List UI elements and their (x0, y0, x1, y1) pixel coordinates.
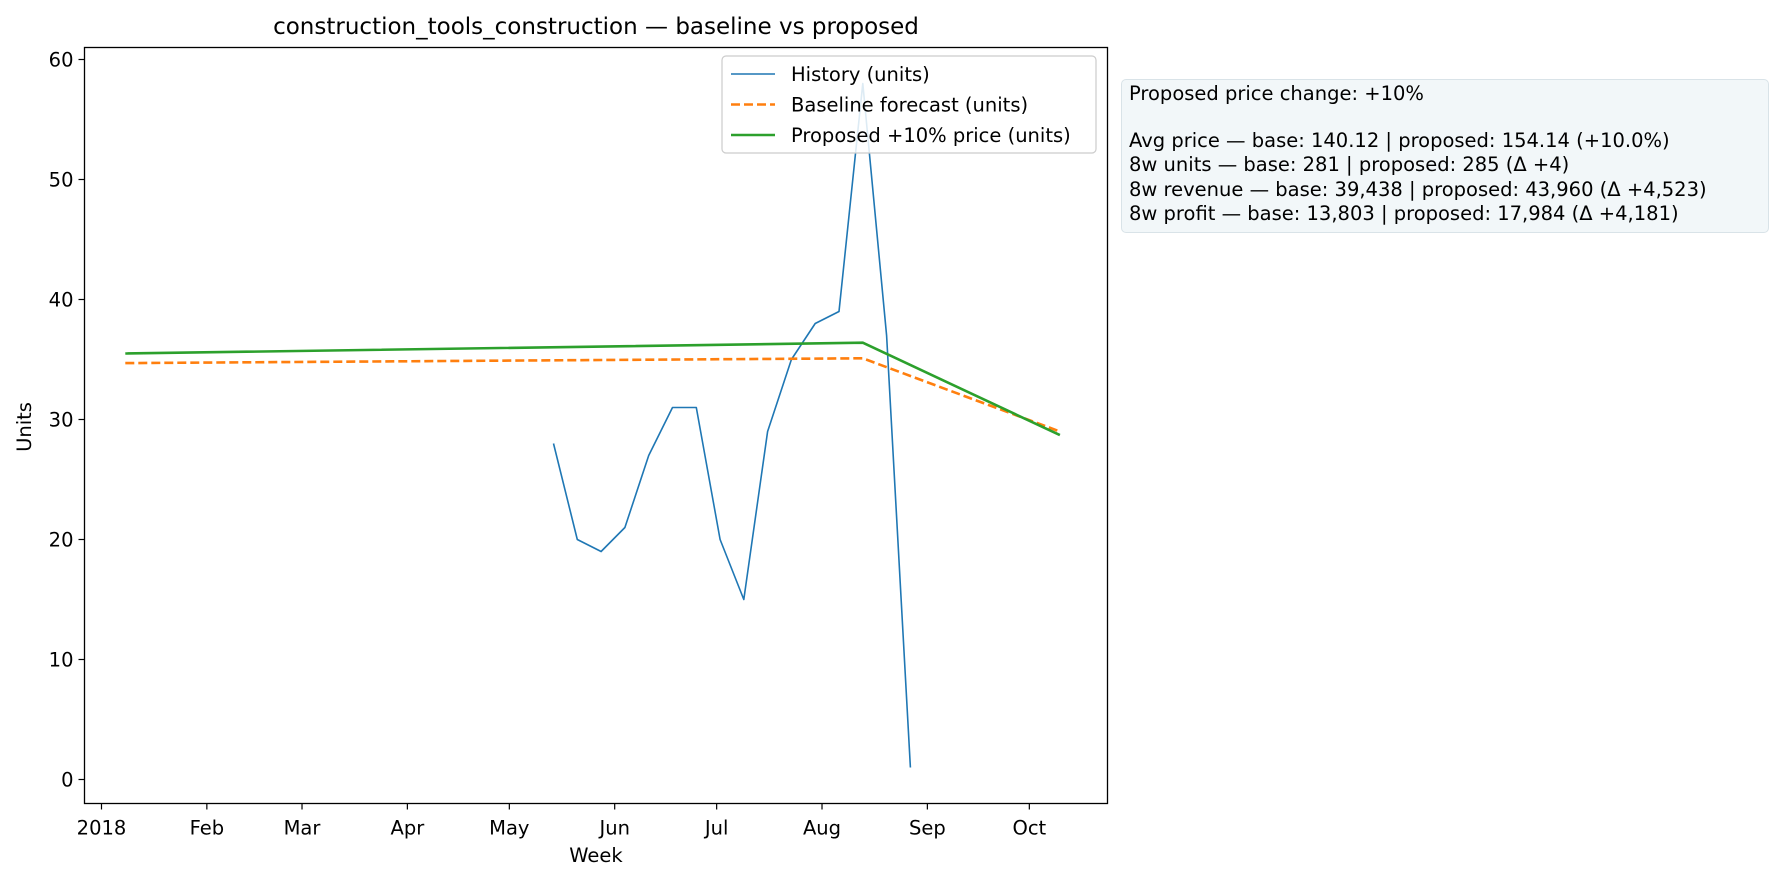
legend-frame (721, 55, 1097, 154)
pricing-summary-box: Proposed price change: +10% Avg price — … (1121, 79, 1769, 233)
x-tick-label: 2018 (77, 817, 127, 840)
summary-units: 8w units — base: 281 | proposed: 285 (Δ … (1129, 153, 1570, 176)
summary-spacer (1129, 107, 1761, 129)
axis-ticks: 0 10 20 30 40 50 60 2018 Feb Mar Apr May Jun Jul Aug Se… (49, 49, 1047, 840)
y-tick-label: 20 (49, 529, 74, 552)
y-tick-label: 10 (49, 649, 74, 672)
plot-frame (83, 46, 1109, 805)
summary-revenue: 8w revenue — base: 39,438 | proposed: 43… (1129, 177, 1707, 201)
series-line-1 (552, 82, 912, 768)
x-tick-label: Jul (703, 817, 729, 840)
x-tick-label: May (489, 817, 529, 840)
legend-label-1: History (units) (791, 63, 930, 86)
x-tick-label: Oct (1012, 817, 1046, 840)
x-tick-label: Apr (390, 817, 425, 840)
legend-label-2: Baseline forecast (units) (791, 94, 1028, 117)
x-tick-label: Jun (597, 817, 629, 840)
x-axis-label: Week (569, 844, 623, 867)
y-axis-label: Units (13, 402, 36, 452)
summary-profit: 8w profit — base: 13,803 | proposed: 17,… (1129, 202, 1679, 225)
series-line-3 (125, 341, 1061, 437)
y-tick-label: 0 (61, 769, 73, 792)
x-tick-label: Sep (909, 817, 946, 840)
series-line-2 (125, 356, 1061, 433)
legend-label-3: Proposed +10% price (units) (791, 124, 1071, 147)
summary-avg-price: Avg price — base: 140.12 | proposed: 154… (1129, 128, 1670, 152)
y-tick-label: 50 (49, 169, 74, 192)
y-tick-label: 30 (49, 409, 74, 432)
series-layer (125, 82, 1061, 768)
chart-title: construction_tools_construction — baseli… (273, 14, 919, 40)
x-tick-label: Feb (190, 817, 225, 840)
summary-heading: Proposed price change: +10% (1129, 82, 1424, 105)
legend: History (units) Baseline forecast (units)… (721, 55, 1097, 154)
y-tick-label: 60 (49, 49, 74, 72)
x-tick-label: Aug (803, 817, 841, 840)
x-tick-label: Mar (284, 817, 322, 840)
y-tick-label: 40 (49, 289, 74, 312)
